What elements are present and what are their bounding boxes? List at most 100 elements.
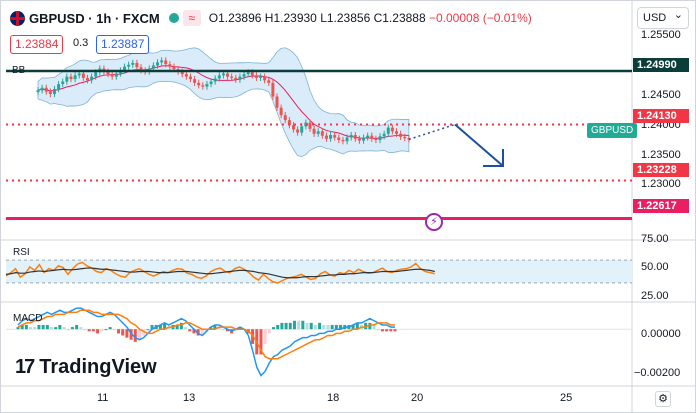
settings-gear-icon[interactable]: ⚙ xyxy=(655,391,671,407)
candle-body xyxy=(333,135,337,138)
ohlc-values: O1.23896 H1.23930 L1.23856 C1.23888 −0.0… xyxy=(209,11,532,25)
candle-body xyxy=(403,136,407,139)
time-tick: 11 xyxy=(97,392,109,404)
macd-histogram-bar xyxy=(272,327,276,330)
macd-histogram-bar xyxy=(163,322,167,330)
symbol-price-tag: GBPUSD xyxy=(587,123,638,138)
candle-body xyxy=(329,135,333,139)
macd-histogram-bar xyxy=(238,327,242,330)
macd-histogram-bar xyxy=(50,327,54,330)
candle-body xyxy=(291,125,295,130)
candle-body xyxy=(238,76,242,80)
macd-histogram-bar xyxy=(87,329,91,332)
candle-body xyxy=(357,138,361,141)
macd-indicator-label[interactable]: MACD xyxy=(13,313,43,324)
candle-body xyxy=(77,73,81,76)
candle-body xyxy=(114,73,118,77)
level-price-label[interactable]: 1.24130 xyxy=(633,109,689,123)
candle-body xyxy=(44,87,48,92)
macd-histogram-bar xyxy=(41,324,45,330)
candle-body xyxy=(386,127,390,134)
rsi-background-band xyxy=(6,260,632,283)
candle-body xyxy=(370,135,374,139)
symbol-header: GBPUSD · 1h · FXCM ≈ O1.23896 H1.23930 L… xyxy=(10,9,532,27)
candle-body xyxy=(230,76,234,78)
projection-dotted-line xyxy=(408,123,456,141)
rsi-tick: 25.00 xyxy=(641,290,669,302)
macd-histogram-bar xyxy=(91,329,95,332)
macd-histogram-bar xyxy=(125,329,129,338)
candle-body xyxy=(254,75,258,78)
price-tick: 1.23500 xyxy=(641,149,681,161)
projection-arrow xyxy=(454,123,504,167)
candle-body xyxy=(123,66,127,71)
candle-body xyxy=(304,122,308,127)
macd-histogram-bar xyxy=(385,329,389,332)
candle-body xyxy=(52,89,56,95)
macd-histogram-bar xyxy=(117,329,121,334)
candle-body xyxy=(390,127,394,132)
support-price-label[interactable]: 1.22617 xyxy=(633,199,689,213)
candle-body xyxy=(324,135,328,139)
low-value: L1.23856 xyxy=(320,11,371,25)
symbol-name[interactable]: GBPUSD · 1h · FXCM xyxy=(29,10,160,26)
macd-histogram-bar xyxy=(33,327,37,330)
macd-histogram-bar xyxy=(158,324,162,330)
macd-histogram-bar xyxy=(29,327,33,330)
macd-histogram-bar xyxy=(292,320,296,330)
tradingview-wordmark: TradingView xyxy=(39,356,157,378)
macd-tick: −0.00200 xyxy=(634,367,681,379)
candle-body xyxy=(193,79,197,83)
candle-body xyxy=(259,76,263,78)
macd-histogram-bar xyxy=(146,329,150,331)
candle-body xyxy=(246,72,250,75)
sell-button[interactable]: 1.23884 xyxy=(10,35,64,54)
candle-body xyxy=(320,131,324,136)
candle-body xyxy=(69,76,73,80)
candle-body xyxy=(36,90,40,93)
macd-histogram-bar xyxy=(263,329,267,344)
candle-body xyxy=(316,131,320,134)
macd-histogram-bar xyxy=(179,322,183,330)
candle-body xyxy=(349,135,353,138)
candle-body xyxy=(362,137,366,141)
candle-body xyxy=(61,81,65,85)
candle-body xyxy=(156,62,160,66)
macd-histogram-bar xyxy=(37,324,41,330)
bb-indicator-label[interactable]: BB xyxy=(12,65,26,76)
macd-histogram-bar xyxy=(364,322,368,330)
candle-body xyxy=(168,64,172,67)
currency-select[interactable]: USD xyxy=(637,5,689,29)
resistance-price-label[interactable]: 1.24990 xyxy=(633,58,689,72)
macd-histogram-bar xyxy=(301,320,305,330)
macd-histogram-bar xyxy=(225,329,229,332)
macd-histogram-bar xyxy=(351,324,355,330)
candle-body xyxy=(90,76,94,81)
flash-event-icon[interactable]: ⚡ xyxy=(425,213,443,231)
open-value: O1.23896 xyxy=(208,11,262,25)
macd-histogram-bar xyxy=(318,322,322,330)
compare-icon[interactable]: ≈ xyxy=(182,10,201,26)
macd-histogram-bar xyxy=(142,329,146,336)
macd-line xyxy=(17,307,395,377)
tradingview-mark: 17 xyxy=(15,356,35,378)
candle-body xyxy=(94,72,98,77)
price-tick: 1.24500 xyxy=(641,89,681,101)
candle-body xyxy=(81,73,85,78)
tradingview-logo: 17 TradingView xyxy=(15,356,157,379)
macd-histogram-bar xyxy=(330,324,334,330)
macd-histogram-bar xyxy=(309,322,313,330)
rsi-indicator-label[interactable]: RSI xyxy=(13,247,30,258)
candle-body xyxy=(188,76,192,80)
candle-body xyxy=(242,74,246,77)
macd-histogram-bar xyxy=(121,329,125,336)
candle-body xyxy=(160,60,164,63)
macd-histogram-bar xyxy=(339,324,343,330)
macd-histogram-bar xyxy=(192,329,196,334)
candle-body xyxy=(197,82,201,86)
projection-arrow-head xyxy=(483,149,504,167)
buy-button[interactable]: 1.23887 xyxy=(96,35,150,54)
rsi-tick: 75.00 xyxy=(641,233,669,245)
target-price-label[interactable]: 1.23228 xyxy=(633,163,689,177)
